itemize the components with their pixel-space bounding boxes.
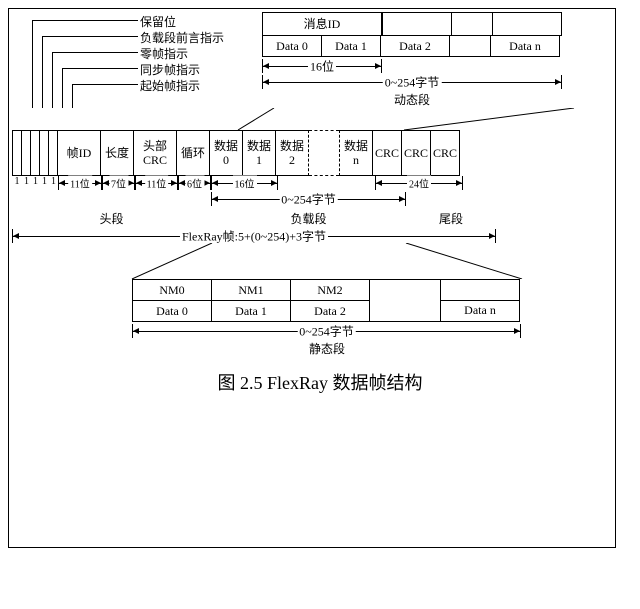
field-headcrc: 头部 CRC (133, 130, 177, 176)
nm2: NM2 (290, 279, 370, 301)
indicator-label: 负载段前言指示 (140, 29, 224, 46)
dim-0-254-top: 0~254字节 (262, 75, 562, 89)
field-length: 长度 (100, 130, 134, 176)
indicator-label: 保留位 (140, 13, 176, 30)
field-data1: 数据 1 (242, 130, 276, 176)
figure-caption: 图 2.5 FlexRay 数据帧结构 (12, 369, 628, 395)
data0-sub: Data 0 (262, 35, 322, 57)
data2-cell (382, 12, 452, 36)
bdatan: Data n (440, 300, 520, 322)
field-data0: 数据 0 (209, 130, 243, 176)
bit-value: 1 (49, 176, 58, 187)
field-data2: 数据 2 (275, 130, 309, 176)
dim-payload: 0~254字节 (211, 192, 406, 206)
indicator-block: 保留位 负载段前言指示 零帧指示 同步帧指示 起始帧指示 (12, 13, 262, 108)
bit-value: 1 (22, 176, 31, 187)
static-segment-detail: NM0 NM1 NM2 Data 0 Data 1 Data 2 Data n … (132, 279, 522, 357)
datan-sub: Data n (490, 35, 560, 57)
field-frameID: 帧ID (57, 130, 101, 176)
datan-cell (492, 12, 562, 36)
indicator-label: 起始帧指示 (140, 77, 200, 94)
static-seg-label: 静态段 (132, 340, 522, 357)
dynamic-segment-detail: 消息ID Data 0 Data 1 Data 2 Data n 16位 0~2… (262, 12, 628, 108)
bdata1: Data 1 (211, 300, 291, 322)
head-seg-label: 头段 (12, 210, 211, 227)
msgid-header: 消息ID (262, 12, 382, 36)
dim-16bit: 16位 (262, 59, 382, 73)
dim-full-frame: FlexRay帧:5+(0~254)+3字节 (12, 229, 496, 243)
field-crc2: CRC (401, 130, 431, 176)
bit-value: 1 (12, 176, 22, 187)
data2-sub: Data 2 (380, 35, 450, 57)
dim-bottom: 0~254字节 (132, 324, 521, 338)
nm0: NM0 (132, 279, 212, 301)
bdata2: Data 2 (290, 300, 370, 322)
field-datan: 数据 n (339, 130, 373, 176)
field-cycle: 循环 (176, 130, 210, 176)
data1-sub: Data 1 (321, 35, 381, 57)
bdata0: Data 0 (132, 300, 212, 322)
tail-seg-label: 尾段 (406, 210, 496, 227)
bit-value: 1 (31, 176, 40, 187)
dynamic-seg-label: 动态段 (262, 91, 562, 108)
datan-bottom (440, 279, 520, 301)
main-frame: 帧ID 长度 头部 CRC 循环 数据 0 数据 1 数据 2 数据 n CRC… (12, 130, 628, 243)
field-crc1: CRC (372, 130, 402, 176)
bit-value: 1 (40, 176, 49, 187)
indicator-label: 零帧指示 (140, 45, 188, 62)
indicator-label: 同步帧指示 (140, 61, 200, 78)
field-crc3: CRC (430, 130, 460, 176)
payload-seg-label: 负载段 (211, 210, 406, 227)
nm1: NM1 (211, 279, 291, 301)
